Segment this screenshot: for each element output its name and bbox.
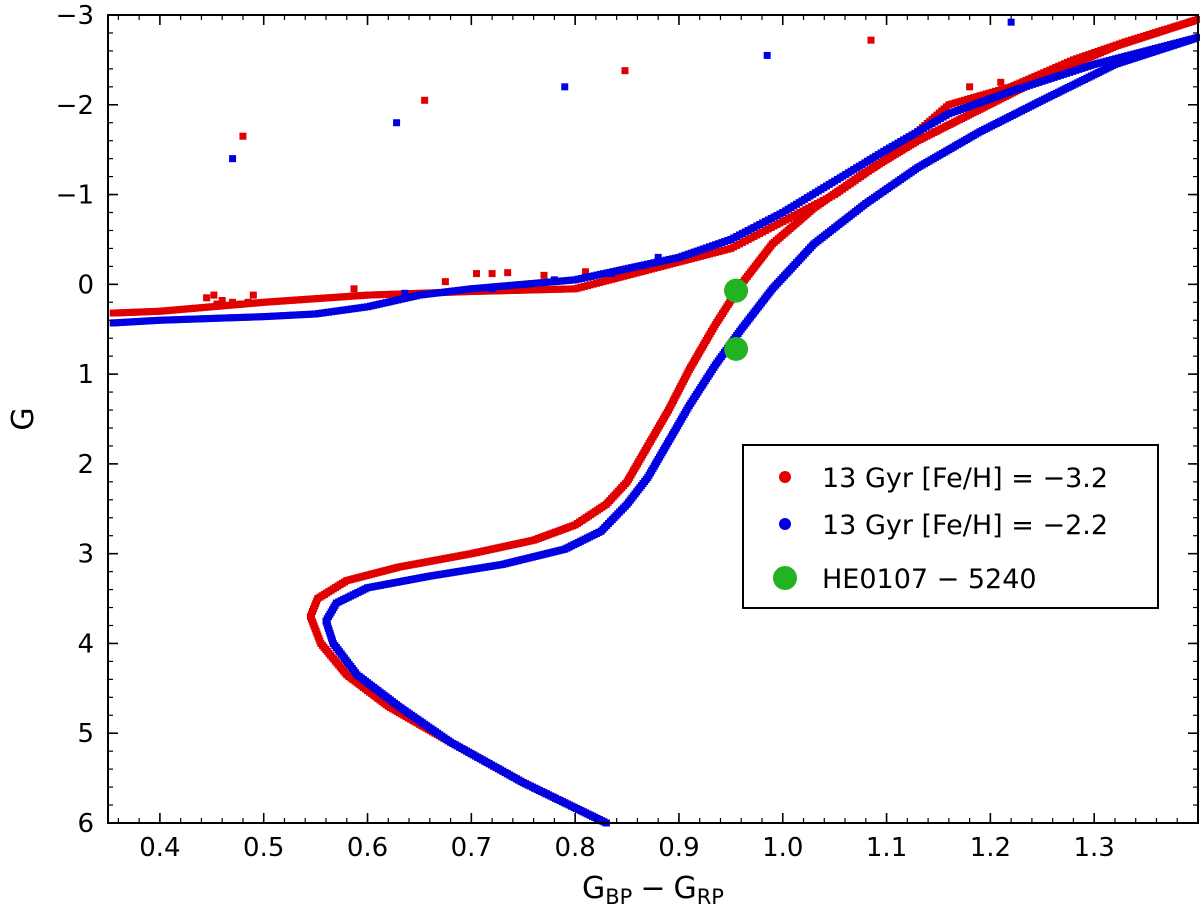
sparse-point [540, 271, 548, 279]
sparse-point [488, 270, 496, 278]
sparse-point [393, 119, 401, 127]
y-tick-label: 3 [77, 540, 94, 570]
y-tick-label: 2 [77, 450, 94, 480]
y-axis-label: G [6, 407, 41, 430]
series-blue [109, 18, 1200, 827]
sparse-point [654, 253, 662, 261]
sparse-point [350, 285, 358, 293]
y-tick-label: −3 [56, 1, 94, 31]
x-tick-label: 0.6 [347, 833, 388, 863]
ticks-layer: 0.4 0.5 0.6 0.7 0.8 0.9 1.0 1.1 1.2 1.3 −3 −2 −1 0 1 2 3… [56, 1, 1198, 863]
data-layer [109, 15, 1200, 827]
sparse-point [966, 83, 974, 91]
clump-point [210, 291, 218, 299]
sparse-point [621, 67, 629, 75]
y-tick-label: −2 [56, 91, 94, 121]
series-red [109, 15, 1200, 827]
x-axis-label: GBP − GRP [582, 871, 724, 909]
x-tick-label: 0.5 [243, 833, 284, 863]
sparse-point [229, 155, 237, 163]
clump-point [213, 300, 221, 308]
plot-frame [107, 14, 1199, 824]
sparse-point [582, 268, 590, 276]
legend: 13 Gyr [Fe/H] = −3.2 13 Gyr [Fe/H] = −2.… [742, 444, 1159, 609]
x-axis-label-main: G [582, 871, 605, 906]
clump-point [237, 300, 245, 308]
sparse-point [550, 276, 558, 284]
sparse-point [504, 269, 512, 277]
x-axis-label-sub1: BP [605, 885, 632, 909]
y-tick-label: 5 [77, 719, 94, 749]
clump-point [244, 298, 252, 306]
y-tick-label: 0 [77, 270, 94, 300]
sparse-point [401, 289, 409, 297]
sparse-point [239, 132, 247, 140]
x-tick-label: 0.8 [554, 833, 595, 863]
he0107-point [724, 336, 749, 361]
clump-point [218, 296, 226, 304]
sparse-point [1007, 18, 1015, 26]
x-tick-label: 0.7 [451, 833, 492, 863]
legend-label-green: HE0107 − 5240 [822, 564, 1037, 595]
y-tick-label: 4 [77, 629, 94, 659]
sparse-point [421, 96, 429, 104]
legend-label-red: 13 Gyr [Fe/H] = −3.2 [822, 463, 1108, 494]
clump-point [203, 294, 211, 302]
legend-marker-green [773, 566, 797, 590]
x-tick-label: 1.3 [1074, 833, 1115, 863]
clump-point [229, 298, 237, 306]
sparse-point [607, 270, 615, 278]
x-axis-label-sub2: RP [697, 885, 724, 909]
legend-marker-red [779, 471, 791, 483]
y-tick-label: −1 [56, 181, 94, 211]
x-tick-label: 1.1 [866, 833, 907, 863]
x-tick-label: 0.4 [139, 833, 180, 863]
x-axis-label-minus: − [640, 871, 665, 906]
sparse-point [249, 291, 257, 299]
y-tick-label: 1 [77, 360, 94, 390]
x-tick-label: 1.2 [970, 833, 1011, 863]
legend-label-blue: 13 Gyr [Fe/H] = −2.2 [822, 510, 1108, 541]
legend-box [742, 444, 1159, 609]
highlight-points [724, 278, 749, 361]
sparse-point [441, 278, 449, 286]
sparse-point [763, 51, 771, 59]
sparse-point [473, 270, 481, 278]
legend-marker-blue [779, 518, 791, 530]
y-tick-label: 6 [77, 809, 94, 839]
x-axis-label-main-2: G [673, 871, 696, 906]
sparse-point [488, 285, 496, 293]
sparse-point [867, 36, 875, 44]
x-tick-label: 1.0 [762, 833, 803, 863]
sparse-point [561, 83, 569, 91]
x-tick-label: 0.9 [658, 833, 699, 863]
sparse-point [997, 78, 1005, 86]
he0107-point [724, 278, 749, 303]
